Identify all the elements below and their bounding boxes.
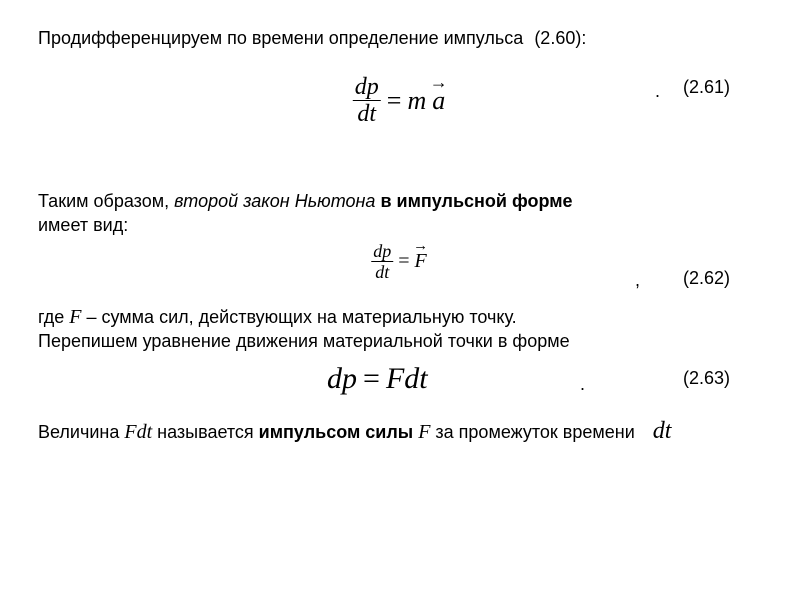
- rewrite-line: Перепишем уравнение движения материально…: [38, 331, 760, 352]
- equals-sign-2: =: [398, 250, 409, 273]
- last-pre: Величина: [38, 422, 124, 442]
- eq3-rhs: Fdt: [386, 362, 428, 395]
- where-post: – сумма сил, действующих на материальную…: [82, 307, 517, 327]
- para2-lead: Таким образом,: [38, 191, 174, 211]
- where-pre: где: [38, 307, 69, 327]
- vector-F: →F: [415, 250, 427, 273]
- eq-262-comma: ,: [635, 270, 640, 291]
- equation-block-261: dp dt = m→a . (2.61): [38, 75, 760, 141]
- para2-tail: имеет вид:: [38, 215, 128, 235]
- last-dt: dt: [653, 418, 672, 444]
- equals-sign-3: =: [357, 362, 386, 395]
- vector-arrow-icon: →: [430, 72, 448, 93]
- fraction-dp-dt-2: dp dt: [371, 242, 393, 281]
- intro-ref: (2.60):: [534, 28, 586, 48]
- equation-262: dp dt = →F: [371, 242, 427, 281]
- last-bold: импульсом силы: [259, 422, 414, 442]
- last-F: F: [418, 421, 430, 443]
- eq-263-period: .: [580, 374, 585, 395]
- fraction-dp-dt: dp dt: [353, 75, 381, 126]
- paragraph-newton-impulse: Таким образом, второй закон Ньютона в им…: [38, 189, 760, 238]
- eq-261-period: .: [655, 81, 660, 102]
- frac-num: dp: [353, 75, 381, 101]
- vector-arrow-icon-2: →: [413, 238, 428, 255]
- intro-line: Продифференцируем по времени определение…: [38, 28, 760, 49]
- equation-block-263: dp=Fdt . (2.63): [38, 362, 760, 406]
- where-F-symbol: F: [69, 306, 81, 328]
- para2-bold: в импульсной форме: [375, 191, 572, 211]
- eq-number-263: (2.63): [683, 368, 730, 389]
- eq-number-261: (2.61): [683, 77, 730, 98]
- last-line: Величина Fdt называется импульсом силы F…: [38, 418, 760, 445]
- eq3-lhs: dp: [327, 362, 357, 395]
- eq-number-262: (2.62): [683, 268, 730, 289]
- intro-text: Продифференцируем по времени определение…: [38, 28, 523, 48]
- para2-italic: второй закон Ньютона: [174, 191, 375, 211]
- last-mid1: называется: [152, 422, 259, 442]
- last-mid2: за промежуток времени: [430, 422, 634, 442]
- vector-a: →a: [432, 86, 445, 116]
- equation-263: dp=Fdt: [327, 362, 428, 396]
- frac-den-2: dt: [371, 262, 393, 281]
- where-F-line: где F – сумма сил, действующих на матери…: [38, 306, 760, 329]
- mass-m: m: [407, 86, 426, 116]
- frac-num-2: dp: [371, 242, 393, 262]
- equation-block-262: dp dt = →F , (2.62): [38, 242, 760, 292]
- last-Fdt: Fdt: [124, 421, 152, 443]
- equation-261: dp dt = m→a: [353, 75, 445, 126]
- frac-den: dt: [353, 101, 381, 126]
- equals-sign: =: [387, 86, 402, 116]
